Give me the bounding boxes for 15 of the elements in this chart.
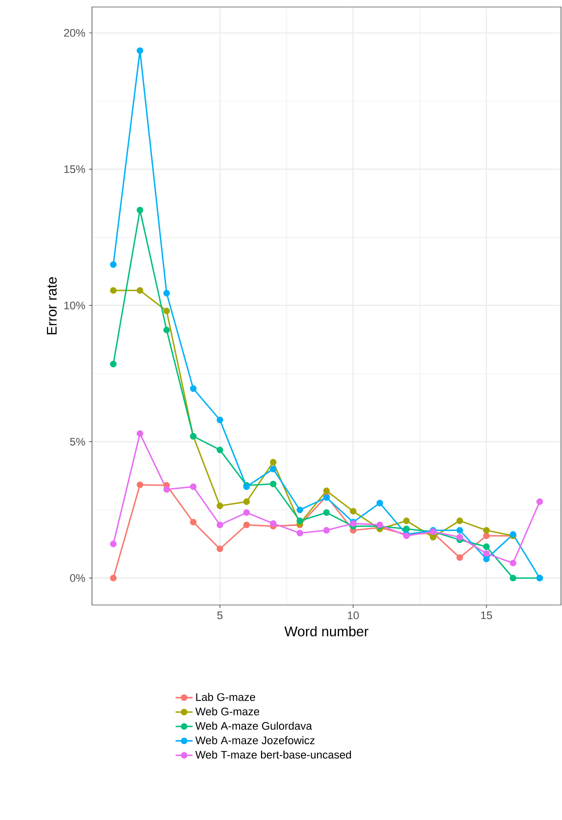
x-tick-label: 10 <box>348 612 359 620</box>
y-axis-title: Error rate <box>46 277 57 334</box>
y-tick-label: 0% <box>70 574 86 582</box>
y-tick-label: 5% <box>70 438 86 446</box>
legend-label: Lab G-maze <box>196 692 256 701</box>
x-tick-label: 15 <box>481 612 492 620</box>
legend-label: Web A-maze Jozefowicz <box>195 736 315 744</box>
legend-label: Web G-maze <box>195 707 260 716</box>
legend-label: Web A-maze Gulordava <box>195 722 312 730</box>
legend-label: Web T-maze bert-base-uncased <box>195 750 351 759</box>
y-tick-label: 15% <box>64 165 86 174</box>
y-tick-label: 10% <box>64 302 86 310</box>
x-tick-label: 5 <box>217 612 222 620</box>
x-axis-title: Word number <box>284 626 368 636</box>
y-tick-label: 20% <box>64 29 86 37</box>
